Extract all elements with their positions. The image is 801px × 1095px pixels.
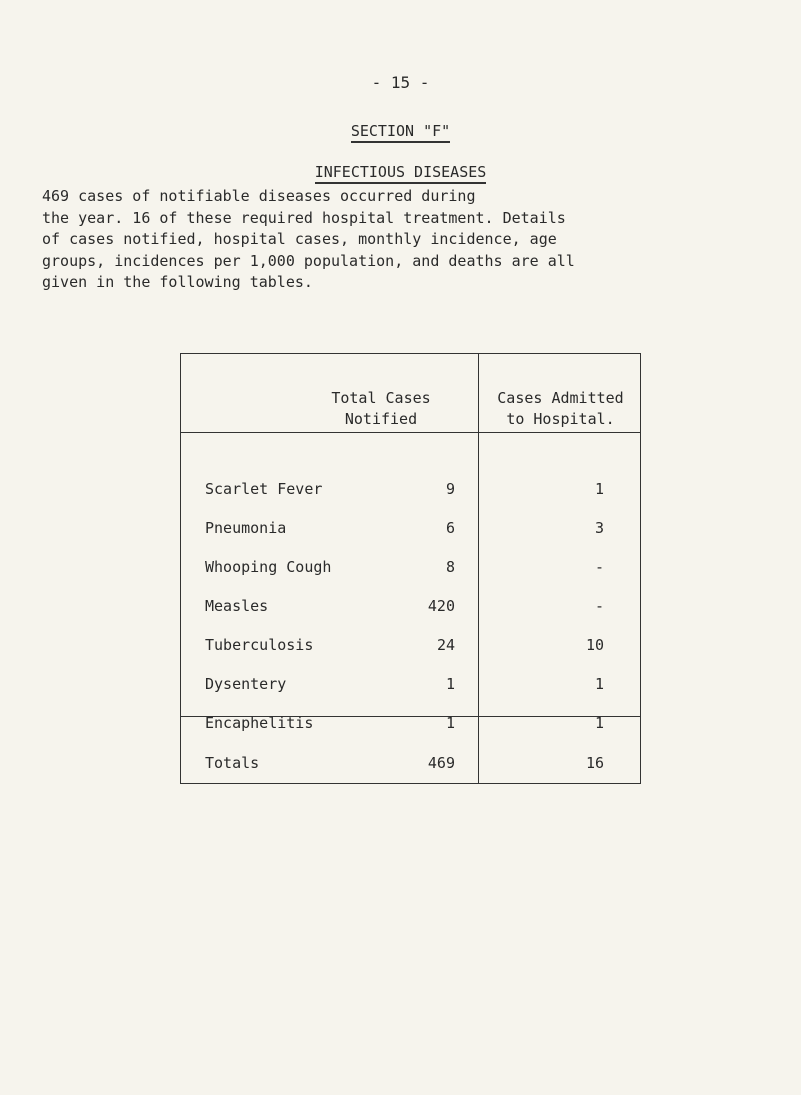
section-title: SECTION "F": [0, 122, 801, 143]
paragraph-line: of cases notified, hospital cases, month…: [42, 230, 557, 248]
section-title-text: SECTION "F": [350, 122, 451, 143]
totals-notified: 469: [427, 754, 455, 772]
paragraph-line: 469 cases of notifiable diseases occurre…: [42, 187, 476, 205]
header-divider: [181, 432, 640, 433]
disease-table: Total Cases Notified Cases Admitted to H…: [180, 353, 641, 784]
table-row: Dysentery 1 1: [181, 675, 640, 695]
header-admitted: Cases Admitted to Hospital.: [481, 388, 640, 430]
notified-count: 420: [427, 597, 455, 615]
table-row: Measles 420 -: [181, 597, 640, 617]
notified-count: 9: [445, 480, 455, 498]
paragraph-line: the year. 16 of these required hospital …: [42, 208, 566, 227]
admitted-count: 3: [594, 519, 604, 537]
disease-name: Measles: [205, 597, 269, 615]
subtitle: INFECTIOUS DISEASES: [0, 163, 801, 184]
intro-paragraph: 469 cases of notifiable diseases occurre…: [42, 186, 782, 294]
disease-name: Scarlet Fever: [205, 480, 323, 498]
header-line: Total Cases: [331, 389, 431, 407]
paragraph-line: given in the following tables.: [42, 273, 313, 291]
page-number: - 15 -: [371, 73, 430, 92]
admitted-count: -: [594, 558, 604, 576]
disease-name: Whooping Cough: [205, 558, 332, 576]
admitted-count: 10: [585, 636, 604, 654]
table-row: Tuberculosis 24 10: [181, 636, 640, 656]
totals-row: Totals 469 16: [181, 754, 640, 774]
totals-divider: [181, 716, 640, 717]
header-line: Cases Admitted: [497, 389, 624, 407]
notified-count: 8: [445, 558, 455, 576]
notified-count: 1: [445, 675, 455, 693]
column-divider: [478, 354, 479, 783]
admitted-count: 1: [594, 714, 604, 732]
subtitle-text: INFECTIOUS DISEASES: [314, 163, 487, 184]
disease-name: Pneumonia: [205, 519, 287, 537]
header-line: to Hospital.: [506, 410, 615, 428]
disease-name: Encaphelitis: [205, 714, 314, 732]
table-row: Encaphelitis 1 1: [181, 714, 640, 734]
notified-count: 6: [445, 519, 455, 537]
totals-label: Totals: [205, 754, 260, 772]
admitted-count: 1: [594, 675, 604, 693]
paragraph-line: groups, incidences per 1,000 population,…: [42, 251, 575, 270]
totals-admitted: 16: [585, 754, 604, 772]
table-row: Whooping Cough 8 -: [181, 558, 640, 578]
disease-name: Dysentery: [205, 675, 287, 693]
table-row: Pneumonia 6 3: [181, 519, 640, 539]
table-row: Scarlet Fever 9 1: [181, 480, 640, 500]
notified-count: 1: [445, 714, 455, 732]
disease-name: Tuberculosis: [205, 636, 314, 654]
notified-count: 24: [436, 636, 455, 654]
admitted-count: 1: [594, 480, 604, 498]
header-notified: Total Cases Notified: [281, 388, 481, 430]
admitted-count: -: [594, 597, 604, 615]
header-line: Notified: [344, 410, 418, 428]
